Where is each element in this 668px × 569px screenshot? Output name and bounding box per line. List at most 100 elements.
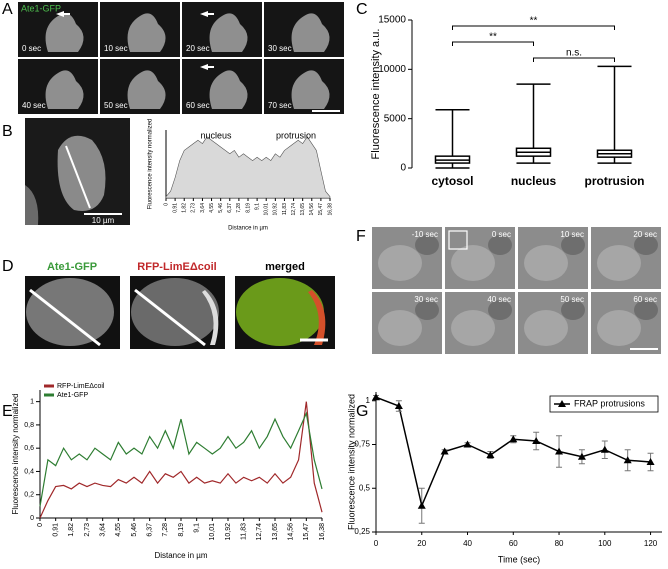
cell	[291, 70, 330, 109]
x-tick-label: 0,91	[172, 203, 178, 213]
marker	[417, 501, 426, 509]
x-tick-label: 9,1	[194, 523, 201, 533]
x-tick-label: 0	[37, 523, 44, 527]
marker	[646, 458, 655, 465]
annotation: protrusion	[276, 130, 316, 140]
y-tick-label: 1	[30, 398, 34, 405]
x-tick-label: 10,92	[225, 523, 232, 541]
x-tick-label: protrusion	[585, 174, 645, 188]
x-tick-label: 2,73	[84, 523, 91, 537]
y-axis-label: Fluorescence intensity normalized	[11, 394, 20, 515]
cell-texture	[378, 310, 422, 346]
x-tick-label: 1,82	[68, 523, 75, 537]
cell-texture	[634, 235, 658, 255]
frame-label: 40 sec	[22, 101, 46, 110]
legend-label: FRAP protrusions	[574, 398, 645, 408]
cell-texture	[524, 310, 568, 346]
cell	[131, 278, 219, 346]
cell	[209, 70, 248, 109]
panel-label: D	[2, 258, 14, 275]
legend-marker	[558, 400, 566, 407]
cell-texture	[597, 245, 641, 281]
cell	[26, 278, 114, 346]
frame-label: 50 sec	[104, 101, 128, 110]
frame-label: -10 sec	[412, 230, 438, 239]
y-tick-label: 5000	[384, 113, 407, 124]
panel-label: A	[2, 1, 13, 18]
x-tick-label: 120	[644, 539, 658, 548]
cell-texture	[488, 235, 512, 255]
marker	[463, 440, 472, 448]
y-tick-label: 0,5	[359, 483, 371, 492]
x-tick-label: 13,65	[272, 523, 279, 541]
image-title: merged	[265, 261, 305, 273]
cell	[45, 13, 84, 53]
cell-texture	[561, 235, 585, 255]
x-tick-label: 10,92	[273, 203, 279, 216]
frame-label: 30 sec	[268, 44, 292, 53]
profile-line	[134, 288, 206, 347]
panel-label: F	[356, 228, 366, 245]
frame-label: 70 sec	[268, 101, 292, 110]
arrow	[200, 11, 214, 17]
frame-label: 0 sec	[492, 230, 511, 239]
y-tick-label: 0,8	[24, 422, 34, 429]
cell-texture	[415, 300, 439, 320]
x-tick-label: 6,37	[147, 523, 154, 537]
cell-texture	[378, 245, 422, 281]
significance-label: **	[489, 32, 497, 43]
x-tick-label: 7,28	[162, 523, 169, 537]
panel-label: E	[2, 403, 13, 420]
x-tick-label: 15,47	[303, 523, 310, 541]
marker	[394, 402, 403, 409]
marker	[440, 447, 449, 455]
x-tick-label: nucleus	[511, 174, 557, 188]
series-line	[39, 401, 323, 519]
x-tick-label: 3,64	[100, 523, 107, 537]
y-tick-label: 0	[30, 515, 34, 522]
x-tick-label: 14,56	[288, 523, 295, 541]
arrow	[56, 11, 70, 17]
arrow	[200, 64, 214, 70]
x-tick-label: 80	[555, 539, 564, 548]
x-tick-label: 9,1	[254, 203, 260, 210]
y-tick-label: 0	[400, 163, 406, 174]
x-axis-label: Distance in µm	[228, 226, 268, 232]
y-tick-label: 0,6	[24, 445, 34, 452]
x-tick-label: 6,37	[227, 203, 233, 213]
cell-texture	[451, 245, 495, 281]
frame-label: 60 sec	[633, 295, 657, 304]
panel-label: C	[356, 1, 368, 18]
x-tick-label: 3,64	[200, 203, 206, 213]
x-tick-label: 12,74	[256, 523, 263, 541]
scale-label: 10 µm	[92, 216, 115, 225]
x-tick-label: 13,65	[300, 203, 306, 216]
cell	[127, 70, 166, 109]
marker	[372, 393, 380, 401]
image-title: Ate1-GFP	[47, 261, 97, 273]
cell-texture	[451, 310, 495, 346]
x-tick-label: 10,01	[264, 203, 270, 216]
x-tick-label: 11,83	[282, 203, 288, 215]
cell-texture	[415, 235, 439, 255]
significance-label: **	[530, 16, 538, 27]
frame-label: 20 sec	[633, 230, 657, 239]
frame-label: 40 sec	[487, 295, 511, 304]
y-tick-label: 0,2	[24, 492, 34, 499]
x-tick-label: 40	[463, 539, 472, 548]
frame-label: 10 sec	[560, 230, 584, 239]
cell-texture	[597, 310, 641, 346]
y-tick-label: 0,75	[354, 440, 370, 449]
cell-texture	[561, 300, 585, 320]
protrusion	[202, 290, 219, 345]
marker	[532, 437, 541, 444]
x-tick-label: 16,38	[327, 203, 333, 216]
annotation: nucleus	[200, 130, 232, 140]
profile-line	[29, 288, 101, 347]
y-tick-label: 0,4	[24, 468, 34, 475]
x-tick-label: 16,38	[319, 523, 326, 541]
x-tick-label: cytosol	[431, 174, 473, 188]
cell-texture	[524, 245, 568, 281]
legend-label: RFP-LimEΔcoil	[57, 383, 105, 390]
